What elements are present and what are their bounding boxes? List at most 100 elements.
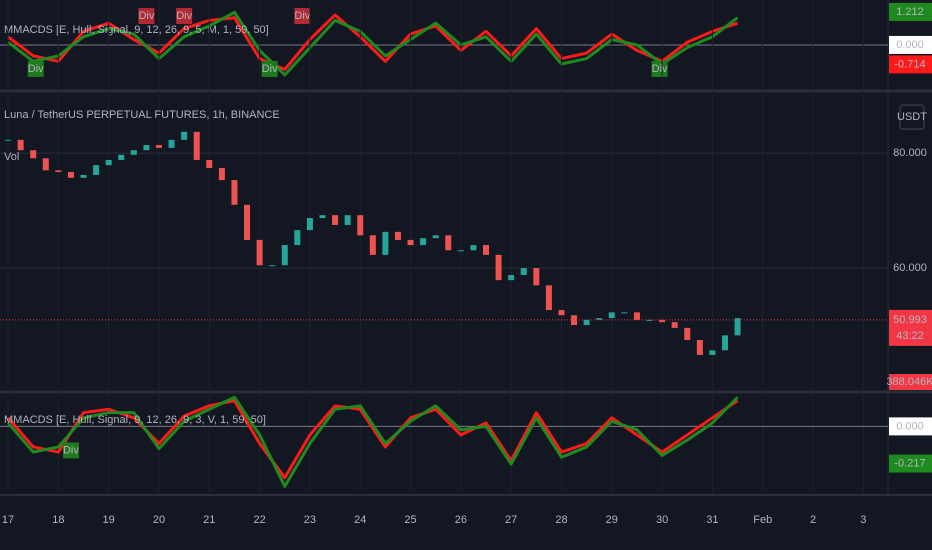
x-tick-label: 21 bbox=[203, 514, 215, 526]
price-badge: 50.993 bbox=[893, 314, 927, 326]
div-label: Div bbox=[176, 10, 192, 22]
x-tick-label: 17 bbox=[2, 514, 14, 526]
x-tick-label: 28 bbox=[555, 514, 567, 526]
x-tick-label: 20 bbox=[153, 514, 165, 526]
candle bbox=[721, 335, 728, 351]
candle bbox=[684, 327, 691, 340]
candle bbox=[596, 318, 603, 320]
x-tick-label: 26 bbox=[455, 514, 467, 526]
div-label: Div bbox=[138, 10, 154, 22]
x-tick-label: 22 bbox=[253, 514, 265, 526]
candle bbox=[344, 215, 351, 225]
candle bbox=[118, 154, 125, 160]
candle bbox=[470, 245, 477, 251]
candle bbox=[357, 215, 364, 236]
candle bbox=[420, 238, 427, 246]
candle bbox=[407, 239, 414, 246]
candle bbox=[608, 312, 615, 319]
candle bbox=[5, 139, 12, 141]
candle bbox=[93, 165, 100, 175]
oscillator-line bbox=[6, 395, 739, 488]
x-tick-label: 25 bbox=[404, 514, 416, 526]
candle bbox=[218, 168, 225, 181]
unit-box bbox=[899, 104, 925, 130]
candle bbox=[508, 274, 515, 281]
candle bbox=[432, 235, 439, 239]
unit-label: USDT bbox=[897, 111, 927, 123]
subtitle: Vol bbox=[4, 151, 19, 163]
oscillator-line bbox=[7, 10, 739, 77]
countdown: 43:22 bbox=[896, 330, 924, 342]
div-label-bg bbox=[176, 8, 193, 24]
oscillator-line bbox=[7, 13, 739, 71]
value-badge-bg bbox=[889, 55, 932, 74]
value-badge: -0.714 bbox=[894, 58, 925, 70]
candle bbox=[394, 231, 401, 240]
candle bbox=[671, 322, 678, 328]
div-label: Div bbox=[28, 63, 44, 75]
indicator-title: MMACDS [E, Hull, Signal, 9, 12, 26, 9, 3… bbox=[4, 414, 266, 426]
volume-badge: 388.046K bbox=[886, 376, 932, 388]
y-tick-label: 80.000 bbox=[893, 147, 927, 159]
value-badge: 0.000 bbox=[896, 39, 924, 51]
candle bbox=[533, 268, 540, 286]
candle bbox=[155, 145, 162, 148]
value-badge-bg bbox=[889, 417, 932, 436]
x-tick-label: 31 bbox=[706, 514, 718, 526]
x-tick-label: 29 bbox=[606, 514, 618, 526]
candle bbox=[646, 319, 653, 321]
candle bbox=[659, 319, 666, 323]
indicator-title: MMACDS [E, Hull, Signal, 9, 12, 26, 9, 5… bbox=[4, 24, 269, 36]
candle bbox=[696, 339, 703, 355]
div-label: Div bbox=[262, 63, 278, 75]
candle bbox=[583, 319, 590, 326]
div-label: Div bbox=[63, 444, 79, 456]
candle bbox=[67, 172, 74, 178]
candle bbox=[319, 215, 326, 219]
candle bbox=[621, 312, 628, 314]
chart-title: Luna / TetherUS PERPETUAL FUTURES, 1h, B… bbox=[4, 109, 280, 121]
value-badge-bg bbox=[889, 454, 932, 473]
candle bbox=[143, 145, 150, 151]
candle bbox=[483, 245, 490, 255]
candle bbox=[520, 268, 527, 275]
candle bbox=[17, 139, 24, 151]
x-tick-label: 30 bbox=[656, 514, 668, 526]
div-label-bg bbox=[138, 8, 155, 24]
candle bbox=[105, 159, 112, 166]
candle bbox=[457, 250, 464, 252]
value-badge: -0.217 bbox=[894, 457, 925, 469]
candle bbox=[281, 245, 288, 266]
candle bbox=[369, 235, 376, 255]
x-tick-label: 18 bbox=[52, 514, 64, 526]
candle bbox=[42, 158, 49, 171]
volume-badge-bg bbox=[889, 374, 932, 390]
candle bbox=[545, 285, 552, 311]
div-label-bg bbox=[62, 442, 79, 459]
candle bbox=[55, 170, 62, 173]
x-tick-label: 27 bbox=[505, 514, 517, 526]
candle bbox=[633, 312, 640, 320]
x-tick-label: Feb bbox=[753, 514, 772, 526]
div-label-bg bbox=[294, 8, 311, 24]
candle bbox=[294, 230, 301, 246]
price-badge-bg bbox=[889, 309, 932, 346]
value-badge: 1.212 bbox=[896, 6, 924, 18]
value-badge-bg bbox=[889, 2, 932, 21]
x-tick-label: 24 bbox=[354, 514, 366, 526]
value-badge-bg bbox=[889, 35, 932, 54]
value-badge: 0.000 bbox=[896, 420, 924, 432]
candle bbox=[495, 254, 502, 281]
oscillator-line bbox=[6, 399, 739, 480]
candle bbox=[130, 150, 137, 155]
div-label-bg bbox=[261, 60, 278, 77]
x-tick-label: 2 bbox=[810, 514, 816, 526]
candle bbox=[193, 131, 200, 160]
candle bbox=[709, 350, 716, 355]
x-tick-label: 3 bbox=[860, 514, 866, 526]
candle bbox=[80, 174, 87, 178]
candle bbox=[332, 215, 339, 225]
div-label: Div bbox=[294, 10, 310, 22]
x-tick-label: 19 bbox=[103, 514, 115, 526]
